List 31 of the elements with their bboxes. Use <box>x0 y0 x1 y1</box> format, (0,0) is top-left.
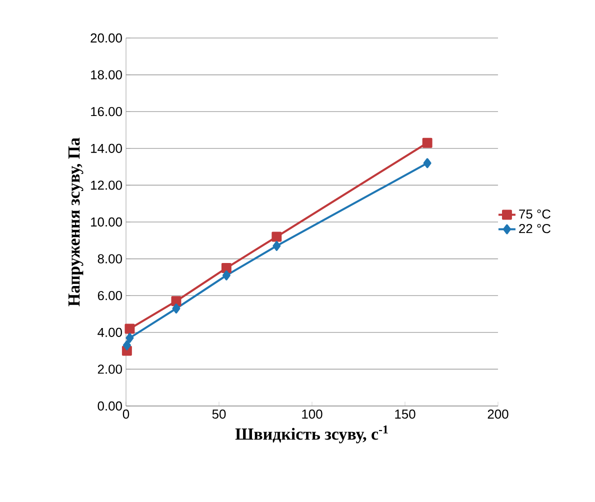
y-tick-label: 16.00 <box>91 107 122 116</box>
point <box>221 263 232 273</box>
legend-label: 22 °C <box>519 224 550 234</box>
y-tick-label: 6.00 <box>98 291 122 300</box>
point <box>126 332 134 343</box>
legend-label: 75 °C <box>519 209 550 219</box>
x-axis-title: Швидкість зсуву, с$^{-1}$ <box>235 426 388 444</box>
point <box>122 340 131 350</box>
x-tick-label: 50 <box>212 410 226 419</box>
y-tick-label: 8.00 <box>98 254 122 264</box>
point <box>423 158 432 168</box>
y-tick-label: 12.00 <box>91 180 122 190</box>
point <box>222 270 230 280</box>
x-tick-label: 150 <box>395 410 416 419</box>
y-tick-label: 4.00 <box>98 328 122 337</box>
y-tick-label: 0.00 <box>98 401 122 411</box>
point <box>272 240 281 251</box>
point <box>124 324 135 334</box>
y-tick-label: 14.00 <box>91 144 122 153</box>
point <box>172 303 180 314</box>
x-tick-label: 200 <box>488 410 508 419</box>
y-tick-label: 2.00 <box>98 364 122 374</box>
x-tick-label: 100 <box>302 410 322 419</box>
point <box>422 138 432 148</box>
x-tick-label: 0 <box>122 410 130 419</box>
y-tick-label: 20.00 <box>90 33 122 43</box>
y-tick-label: 10.00 <box>91 217 122 227</box>
y-tick-label: 18.00 <box>91 70 122 80</box>
point <box>171 296 182 306</box>
point <box>272 232 282 242</box>
y-axis-title: Напруження зсуву, Па <box>68 138 84 306</box>
